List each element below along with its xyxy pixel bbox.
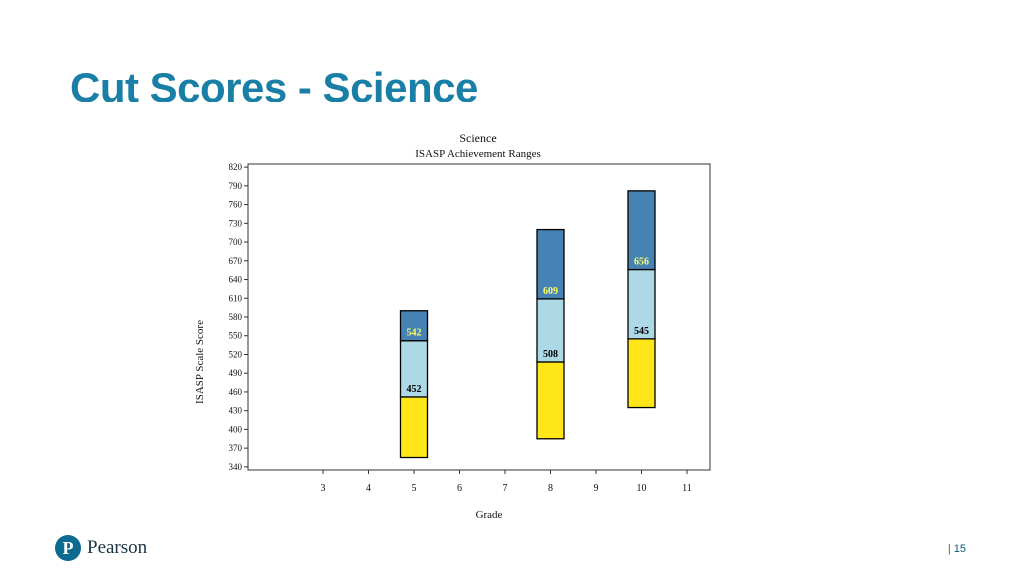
cut-score-label: 656 [634, 257, 649, 268]
y-tick-label: 790 [229, 181, 243, 191]
chart-title: Science [459, 131, 496, 145]
bar-segment-high [399, 310, 429, 342]
y-tick-label: 550 [229, 331, 243, 341]
y-tick-label: 520 [229, 349, 243, 359]
y-tick-label: 400 [229, 424, 243, 434]
cut-score-label: 452 [407, 384, 422, 395]
x-tick-label: 10 [637, 483, 647, 494]
x-tick-label: 7 [503, 483, 508, 494]
y-tick-label: 610 [229, 293, 243, 303]
x-tick-label: 9 [594, 483, 599, 494]
x-axis-label: Grade [476, 509, 503, 521]
x-axis: 3 4 5 6 7 8 9 10 11 [321, 470, 692, 494]
y-axis: 340 370 400 430 460 490 520 550 580 610 640 670 700 7… [229, 162, 248, 472]
bar-segment-low [627, 338, 656, 409]
cut-score-label: 542 [407, 328, 422, 339]
y-tick-label: 700 [229, 237, 243, 247]
y-tick-label: 340 [229, 462, 243, 472]
bar-segment-high [536, 228, 565, 300]
cut-score-label: 545 [634, 326, 649, 337]
x-tick-label: 11 [682, 483, 692, 494]
y-tick-label: 430 [229, 406, 243, 416]
pearson-logo: P Pearson [55, 535, 147, 561]
y-tick-label: 730 [229, 218, 243, 228]
x-tick-label: 8 [548, 483, 553, 494]
y-tick-label: 670 [229, 256, 243, 266]
page-number-value: 15 [953, 543, 966, 555]
y-tick-label: 370 [229, 443, 243, 453]
brand-wordmark: Pearson [87, 537, 148, 558]
bars: 452 542 508 609 545 656 [399, 190, 656, 459]
page-number: | 15 [947, 543, 966, 555]
y-tick-label: 640 [229, 275, 243, 285]
x-tick-label: 3 [321, 483, 326, 494]
pearson-p-icon: P [55, 535, 81, 561]
chart: Science ISASP Achievement Ranges 340 370 4… [180, 128, 740, 523]
x-tick-label: 6 [457, 483, 462, 494]
x-tick-label: 4 [366, 483, 371, 494]
slide-title: Cut Scores - Science [70, 64, 478, 102]
bar-segment-mid [627, 268, 656, 340]
chart-subtitle: ISASP Achievement Ranges [415, 148, 540, 160]
bar-segment-mid [536, 298, 565, 363]
cut-score-label: 508 [543, 349, 558, 360]
x-tick-label: 5 [412, 483, 417, 494]
cut-score-label: 609 [543, 286, 558, 297]
y-tick-label: 580 [229, 312, 243, 322]
y-tick-label: 460 [229, 387, 243, 397]
bar-segment-high [627, 190, 656, 271]
y-axis-label: ISASP Scale Score [194, 320, 206, 404]
chart-svg: Science ISASP Achievement Ranges 340 370 4… [194, 131, 711, 521]
y-tick-label: 490 [229, 368, 243, 378]
bar-segment-low [399, 396, 429, 459]
bar-segment-mid [399, 340, 429, 398]
y-tick-label: 760 [229, 200, 243, 210]
y-tick-label: 820 [229, 162, 243, 172]
bar-segment-low [536, 361, 565, 440]
